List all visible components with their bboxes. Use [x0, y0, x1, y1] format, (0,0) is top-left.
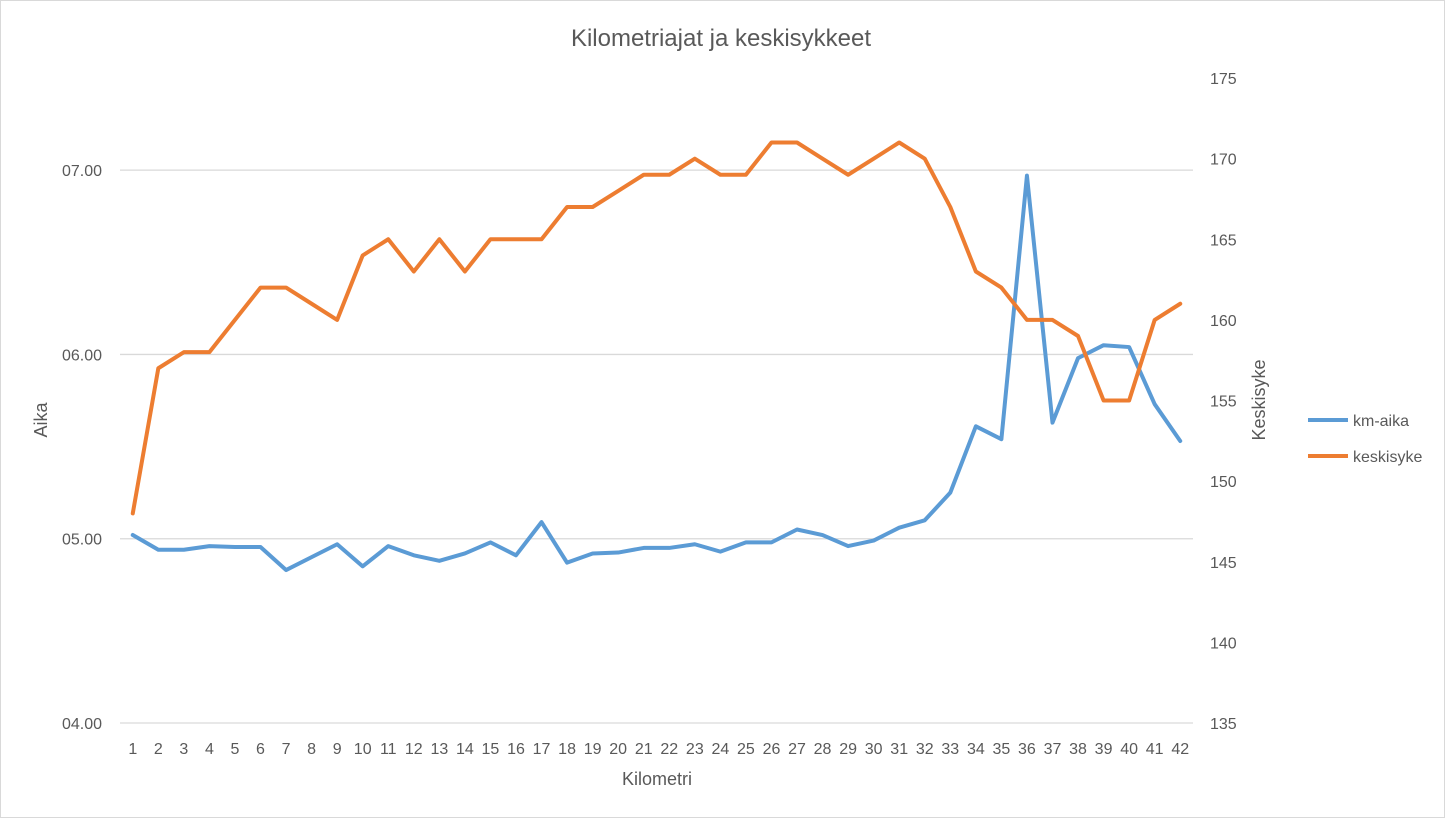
y-axis-title: Aika	[31, 402, 51, 438]
x-tick-label: 9	[333, 741, 342, 758]
gridlines	[120, 169, 1193, 724]
x-tick-label: 23	[686, 741, 704, 758]
x-tick-label: 28	[814, 741, 832, 758]
x-tick-label: 13	[430, 741, 448, 758]
legend-label-keskisyke: keskisyke	[1353, 449, 1422, 466]
x-tick-label: 36	[1018, 741, 1036, 758]
y2-axis-ticks: 135 140 145 150 155 160 165 170 175	[1210, 71, 1237, 733]
x-tick-label: 21	[635, 741, 653, 758]
y-tick-label: 05.00	[62, 532, 102, 549]
y2-tick-label: 140	[1210, 635, 1237, 652]
x-tick-label: 19	[584, 741, 602, 758]
y2-tick-label: 150	[1210, 474, 1237, 491]
x-tick-label: 26	[763, 741, 781, 758]
x-tick-label: 10	[354, 741, 372, 758]
x-tick-label: 42	[1171, 741, 1189, 758]
x-tick-label: 1	[128, 741, 137, 758]
legend-label-km-aika: km-aika	[1353, 413, 1409, 430]
x-tick-label: 33	[941, 741, 959, 758]
x-tick-label: 32	[916, 741, 934, 758]
x-tick-label: 31	[890, 741, 908, 758]
x-tick-label: 30	[865, 741, 883, 758]
x-tick-label: 12	[405, 741, 423, 758]
x-tick-label: 17	[533, 741, 551, 758]
x-tick-label: 8	[307, 741, 316, 758]
x-axis-title: Kilometri	[622, 769, 692, 789]
y2-tick-label: 155	[1210, 394, 1237, 411]
x-tick-label: 14	[456, 741, 474, 758]
y2-tick-label: 145	[1210, 555, 1237, 572]
x-tick-label: 39	[1095, 741, 1113, 758]
x-tick-label: 6	[256, 741, 265, 758]
x-tick-label: 5	[231, 741, 240, 758]
x-tick-label: 24	[711, 741, 729, 758]
x-tick-label: 34	[967, 741, 985, 758]
x-tick-label: 11	[380, 741, 397, 758]
x-axis-ticks: 1 2 3 4 5 6 7 8 9 10 11 12 13 14 15 16 17 18 19 20 21 22 23 24 2…	[128, 741, 1189, 758]
x-tick-label: 41	[1146, 741, 1164, 758]
x-tick-label: 15	[482, 741, 500, 758]
x-tick-label: 38	[1069, 741, 1087, 758]
x-tick-label: 2	[154, 741, 163, 758]
y-tick-label: 06.00	[62, 347, 102, 364]
x-tick-label: 35	[992, 741, 1010, 758]
x-tick-label: 20	[609, 741, 627, 758]
y2-axis-title: Keskisyke	[1249, 359, 1269, 440]
x-tick-label: 7	[282, 741, 291, 758]
y-axis-ticks: 04.00 05.00 06.00 07.00	[62, 163, 102, 733]
chart-title: Kilometriajat ja keskisykkeet	[571, 25, 871, 52]
x-tick-label: 4	[205, 741, 214, 758]
y2-tick-label: 160	[1210, 313, 1237, 330]
y-tick-label: 07.00	[62, 163, 102, 180]
series-line-keskisyke	[130, 140, 1183, 516]
x-tick-label: 22	[660, 741, 678, 758]
x-tick-label: 3	[179, 741, 188, 758]
y2-tick-label: 175	[1210, 71, 1237, 88]
x-tick-label: 27	[788, 741, 806, 758]
x-tick-label: 25	[737, 741, 755, 758]
x-tick-label: 29	[839, 741, 857, 758]
x-tick-label: 16	[507, 741, 525, 758]
series-lines	[130, 140, 1183, 573]
y-tick-label: 04.00	[62, 716, 102, 733]
series-line-km-aika	[130, 173, 1183, 573]
legend: km-aika keskisyke	[1308, 413, 1422, 466]
y2-tick-label: 135	[1210, 716, 1237, 733]
y2-tick-label: 170	[1210, 152, 1237, 169]
y2-tick-label: 165	[1210, 232, 1237, 249]
x-tick-label: 37	[1044, 741, 1062, 758]
x-tick-label: 18	[558, 741, 576, 758]
x-tick-label: 40	[1120, 741, 1138, 758]
